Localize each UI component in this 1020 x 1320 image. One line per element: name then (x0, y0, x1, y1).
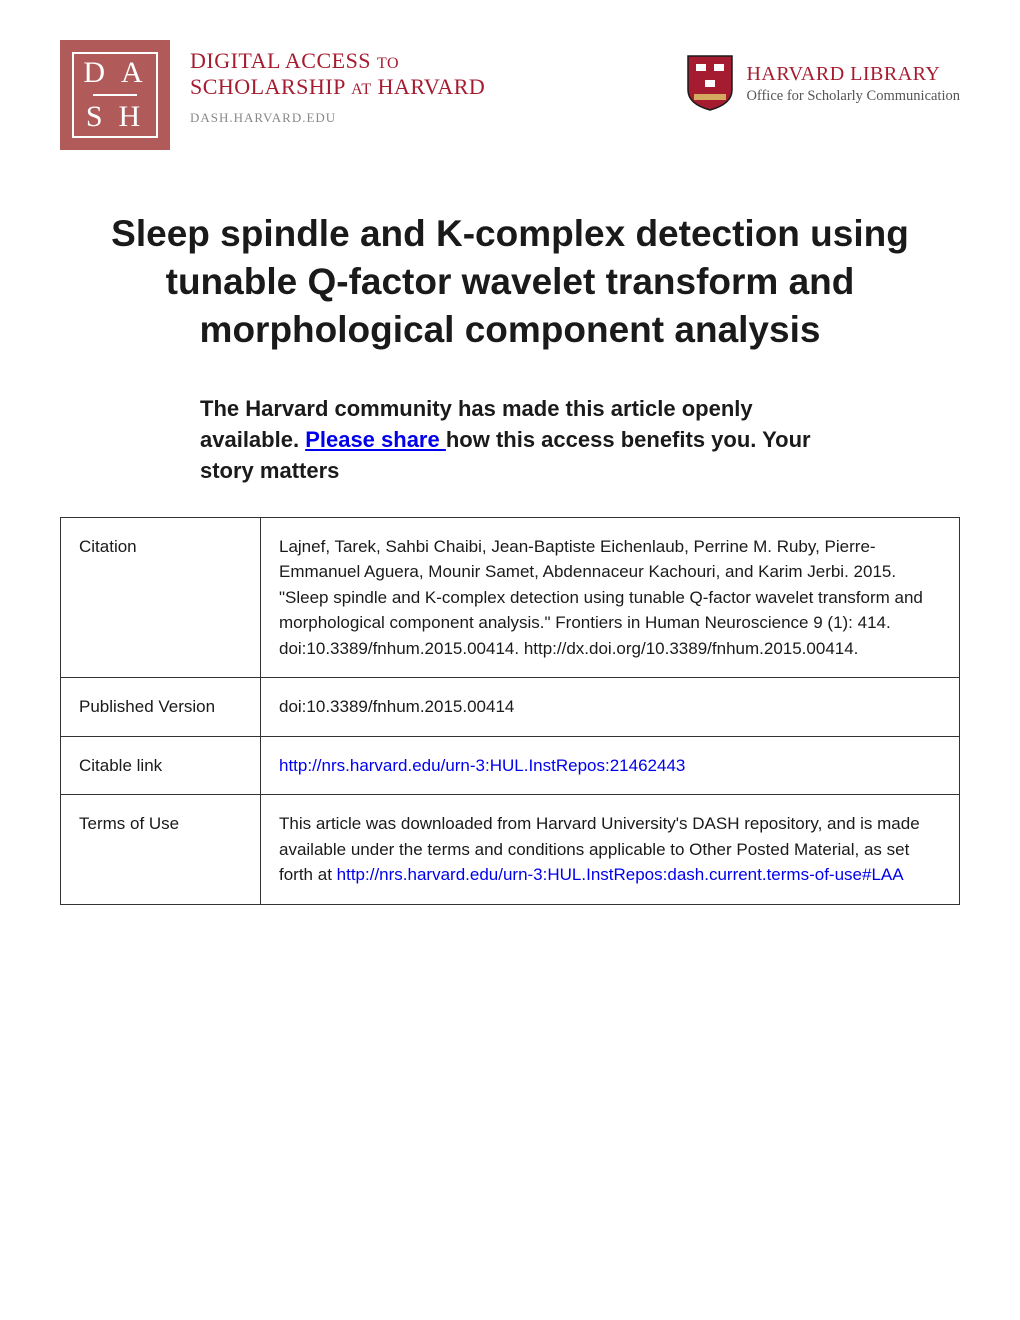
harvard-branding: HARVARD LIBRARY Office for Scholarly Com… (686, 40, 960, 112)
logo-letter: D (83, 56, 109, 90)
page-header: D A S H DIGITAL ACCESS TO SCHOLARSHIP AT… (60, 40, 960, 150)
table-row: Citable link http://nrs.harvard.edu/urn-… (61, 736, 960, 795)
citation-value: Lajnef, Tarek, Sahbi Chaibi, Jean-Baptis… (261, 517, 960, 678)
dash-branding: D A S H DIGITAL ACCESS TO SCHOLARSHIP AT… (60, 40, 485, 150)
dash-line2-end: HARVARD (378, 74, 486, 99)
open-access-statement: The Harvard community has made this arti… (200, 394, 820, 486)
logo-letter: S (86, 100, 107, 134)
please-share-link[interactable]: Please share (305, 427, 446, 452)
harvard-shield-icon (686, 54, 734, 112)
article-title: Sleep spindle and K-complex detection us… (100, 210, 920, 354)
logo-letter: H (119, 100, 145, 134)
terms-label: Terms of Use (61, 795, 261, 905)
dash-line1-main: DIGITAL ACCESS (190, 48, 371, 73)
harvard-office-subtitle: Office for Scholarly Communication (746, 87, 960, 106)
terms-link[interactable]: http://nrs.harvard.edu/urn-3:HUL.InstRep… (337, 865, 904, 884)
published-version-value: doi:10.3389/fnhum.2015.00414 (261, 678, 960, 737)
published-version-label: Published Version (61, 678, 261, 737)
logo-letter: A (121, 56, 147, 90)
dash-line1-small: TO (377, 55, 399, 72)
dash-logo-icon: D A S H (60, 40, 170, 150)
dash-line2-main: SCHOLARSHIP (190, 74, 345, 99)
table-row: Published Version doi:10.3389/fnhum.2015… (61, 678, 960, 737)
table-row: Terms of Use This article was downloaded… (61, 795, 960, 905)
metadata-table: Citation Lajnef, Tarek, Sahbi Chaibi, Je… (60, 517, 960, 905)
citation-label: Citation (61, 517, 261, 678)
dash-text-block: DIGITAL ACCESS TO SCHOLARSHIP AT HARVARD… (190, 40, 485, 126)
citable-link-label: Citable link (61, 736, 261, 795)
dash-url: DASH.HARVARD.EDU (190, 110, 485, 126)
harvard-library-title: HARVARD LIBRARY (746, 61, 960, 87)
citable-link[interactable]: http://nrs.harvard.edu/urn-3:HUL.InstRep… (279, 756, 685, 775)
dash-line2-small: AT (351, 81, 372, 98)
table-row: Citation Lajnef, Tarek, Sahbi Chaibi, Je… (61, 517, 960, 678)
